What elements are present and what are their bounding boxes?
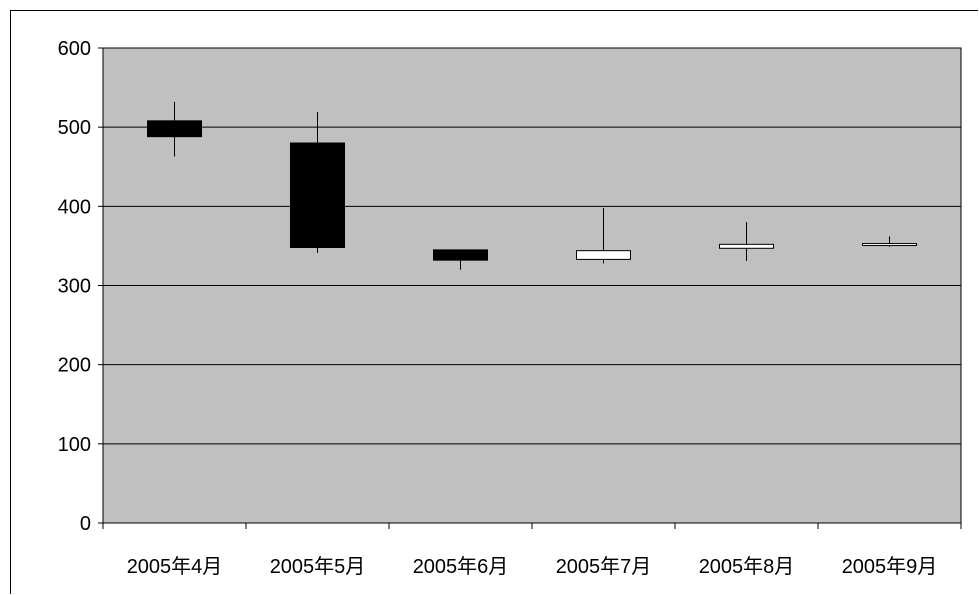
x-tick-label: 2005年9月 <box>842 555 938 578</box>
x-tick-label: 2005年4月 <box>127 555 223 578</box>
candle-body <box>147 120 202 138</box>
candle <box>147 101 202 157</box>
y-axis: 0 100 200 300 400 500 600 <box>58 38 104 535</box>
y-tick-label: 600 <box>58 38 91 60</box>
y-tick-label: 100 <box>58 434 91 456</box>
y-tick-label: 0 <box>80 513 91 535</box>
y-tick-label: 200 <box>58 355 91 377</box>
candles <box>147 101 917 270</box>
candle <box>862 236 917 247</box>
y-tick-label: 500 <box>58 117 91 139</box>
candle <box>719 222 774 261</box>
gridlines <box>103 47 961 445</box>
candle-body <box>576 250 631 260</box>
y-tick-label: 400 <box>58 196 91 218</box>
x-axis: 2005年4月 2005年5月 2005年6月 2005年7月 2005年8月 2005年… <box>102 522 962 578</box>
candle-body <box>862 243 917 247</box>
candle <box>576 207 631 264</box>
candle <box>290 112 345 254</box>
candle-body <box>290 142 345 248</box>
candle-body <box>433 249 488 261</box>
y-tick-label: 300 <box>58 276 91 298</box>
x-tick-label: 2005年8月 <box>699 555 795 578</box>
x-tick-label: 2005年6月 <box>413 555 509 578</box>
x-tick-label: 2005年5月 <box>270 555 366 578</box>
candle-body <box>719 243 774 249</box>
x-tick-label: 2005年7月 <box>556 555 652 578</box>
candle <box>433 249 488 270</box>
